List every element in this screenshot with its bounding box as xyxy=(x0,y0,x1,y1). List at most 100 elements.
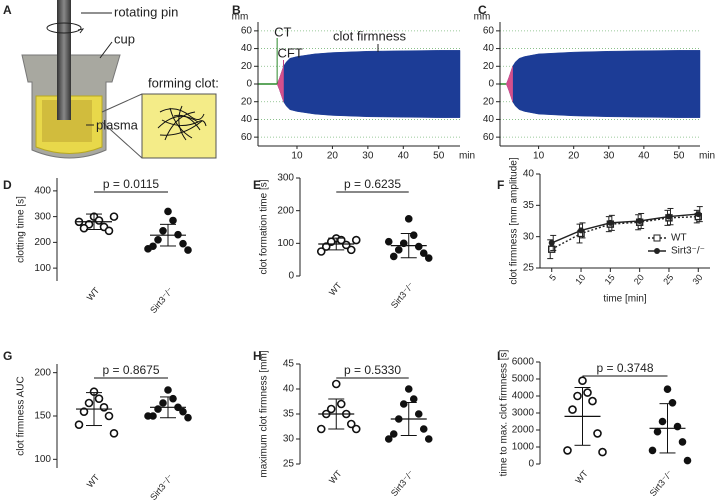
data-point xyxy=(658,417,667,426)
label: plasma xyxy=(96,117,139,132)
trace-area xyxy=(505,50,701,85)
y-tick-label: 200 xyxy=(277,205,294,216)
y-axis-label: time to max. clot firmness [s] xyxy=(499,349,510,476)
x-tick-label: 30 xyxy=(691,272,705,286)
zoom-line xyxy=(101,121,143,159)
x-tick-label: Sirt3⁻/⁻ xyxy=(148,285,175,315)
panel-letter: F xyxy=(497,178,504,192)
panel-letter: D xyxy=(3,178,12,192)
panel-letter: A xyxy=(3,3,12,17)
x-tick-label: WT xyxy=(85,285,102,303)
y-tick-label: 100 xyxy=(34,454,51,465)
y-tick-label: 60 xyxy=(483,132,495,143)
y-tick-label: 0 xyxy=(488,79,494,90)
y-tick-label: 20 xyxy=(241,96,253,107)
x-tick-label: 10 xyxy=(533,151,545,162)
data-point xyxy=(404,215,413,223)
y-tick-label: 35 xyxy=(283,409,295,420)
data-point xyxy=(179,239,187,248)
y-tick-label: 40 xyxy=(241,43,253,54)
data-point xyxy=(321,242,331,251)
data-point xyxy=(384,237,393,246)
data-point xyxy=(414,242,423,251)
data-point xyxy=(184,413,192,422)
y-tick-label: 25 xyxy=(523,263,535,274)
data-point xyxy=(326,404,336,414)
data-point xyxy=(99,403,109,412)
annotation: clot firmness xyxy=(333,28,406,43)
data-point xyxy=(573,391,582,401)
data-point xyxy=(389,252,398,261)
panel-letter: I xyxy=(497,349,500,363)
data-point xyxy=(424,254,433,262)
data-point xyxy=(159,226,167,235)
x-tick-label: 10 xyxy=(291,151,303,162)
data-point xyxy=(346,419,356,429)
data-point xyxy=(424,435,433,443)
panel: E 0 100 200 300 clot formation time [s] WT Sirt… xyxy=(253,173,433,310)
y-tick-label: 40 xyxy=(523,169,535,180)
y-tick-label: 20 xyxy=(241,61,253,72)
data-point xyxy=(568,405,577,414)
data-point xyxy=(399,239,408,248)
y-tick-label: 20 xyxy=(483,61,495,72)
label: rotating pin xyxy=(114,4,178,19)
series-line xyxy=(551,213,699,244)
data-point xyxy=(404,385,413,393)
panel-letter: G xyxy=(3,349,12,363)
data-point xyxy=(154,236,162,244)
data-point xyxy=(164,386,172,394)
data-point xyxy=(578,376,587,386)
x-tick-label: WT xyxy=(327,468,344,486)
data-point xyxy=(74,420,84,429)
y-tick-label: 300 xyxy=(277,173,294,184)
data-point xyxy=(648,446,657,455)
data-point xyxy=(164,207,172,216)
panel: H 25 30 35 40 45 maximum clot firmness [mm] WT S… xyxy=(253,349,433,498)
marker xyxy=(665,213,672,220)
marker xyxy=(548,245,556,253)
y-tick-label: 150 xyxy=(34,411,51,422)
y-tick-label: 35 xyxy=(523,200,535,211)
marker xyxy=(695,211,702,218)
panel: F 25 30 35 40 5 10 15 20 25 30 time [min] clot firmn… xyxy=(497,157,710,305)
y-axis-label: maximum clot firmness [mm] xyxy=(259,350,270,477)
x-tick-label: 20 xyxy=(327,151,339,162)
x-tick-label: Sirt3⁻/⁻ xyxy=(389,468,416,498)
cft-area xyxy=(276,83,284,102)
data-point xyxy=(104,411,114,421)
x-tick-label: 30 xyxy=(603,151,615,162)
cft-area xyxy=(276,66,284,85)
x-tick-label: Sirt3⁻/⁻ xyxy=(389,280,416,310)
x-tick-label: WT xyxy=(85,472,102,490)
trace-area xyxy=(276,50,461,85)
y-tick-label: 100 xyxy=(34,263,51,274)
y-tick-label: 25 xyxy=(283,459,295,470)
panel: C 60 40 20 0 20 40 60 10 20 30 40 50 min mm xyxy=(474,3,715,161)
label: forming clot: xyxy=(148,75,219,90)
data-point xyxy=(336,399,346,409)
y-tick-label: 40 xyxy=(283,384,295,395)
leader xyxy=(99,41,113,59)
y-tick-label: 200 xyxy=(34,367,51,378)
trace-area xyxy=(505,83,701,118)
data-point xyxy=(653,427,662,436)
legend-label: Sirt3⁻/⁻ xyxy=(671,246,705,257)
data-point xyxy=(598,447,607,457)
data-point xyxy=(184,246,192,254)
y-tick-label: 400 xyxy=(34,186,51,197)
data-point xyxy=(563,446,572,455)
p-value: p = 0.0115 xyxy=(103,177,159,191)
marker xyxy=(607,219,614,226)
x-tick-label: 20 xyxy=(632,272,646,286)
y-tick-label: 40 xyxy=(483,43,495,54)
y-tick-label: 5000 xyxy=(512,374,535,385)
data-point xyxy=(678,438,687,446)
x-tick-label: 25 xyxy=(661,272,675,286)
arrow-head xyxy=(77,28,85,34)
x-tick-label: 30 xyxy=(362,151,374,162)
x-tick-label: 50 xyxy=(433,151,445,162)
